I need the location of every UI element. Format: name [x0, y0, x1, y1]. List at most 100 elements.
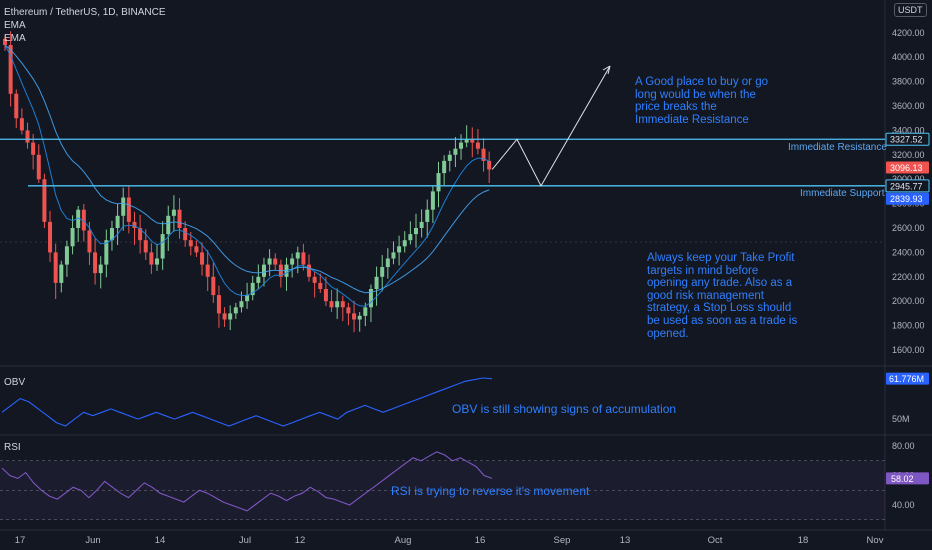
y-tick-label: 2200.00 [892, 272, 925, 282]
candle-body [475, 142, 480, 149]
obv-pane-title[interactable]: OBV [4, 377, 26, 388]
candle-body [104, 240, 109, 265]
candle-body [346, 307, 351, 314]
buy-annotation: A Good place to buy or go long would be … [635, 76, 768, 126]
rsi-value-box [886, 472, 929, 485]
candle-body [273, 258, 278, 265]
y-tick-label: 3000.00 [892, 174, 925, 184]
price-label: 2945.77 [890, 181, 923, 191]
buy-annotation-line: long would be when the [635, 88, 756, 101]
ema-legend-1[interactable]: EMA [4, 20, 26, 31]
obv-value-label: 61.776M [889, 374, 924, 384]
candle-body [216, 295, 221, 314]
candle-body [318, 282, 323, 289]
candle-body [138, 228, 143, 241]
candle-body [188, 240, 193, 247]
x-tick-label: Sep [554, 535, 571, 546]
candle-body [228, 313, 233, 320]
obv-y-tick: 50M [892, 414, 910, 424]
y-tick-label: 3600.00 [892, 101, 925, 111]
candle-body [109, 228, 114, 241]
y-tick-label: 2400.00 [892, 247, 925, 257]
candle-body [200, 252, 205, 265]
tp-annotation-line: targets in mind before [647, 264, 759, 277]
candle-body [115, 215, 120, 228]
y-tick-label: 2000.00 [892, 296, 925, 306]
candle-body [363, 307, 368, 316]
obv-value-box [886, 372, 929, 385]
buy-annotation-line: A Good place to buy or go [635, 76, 768, 88]
obv-line [1, 377, 493, 427]
tp-annotation-line: good risk management [647, 289, 764, 302]
ema-legend-2[interactable]: EMA [4, 33, 26, 44]
tp-annotation-line: opened. [647, 327, 689, 340]
candle-body [368, 289, 373, 308]
x-tick-label: Jun [85, 535, 100, 546]
candle-body [487, 160, 492, 170]
price-label-box [886, 161, 929, 174]
x-tick-label: Aug [395, 535, 412, 546]
candle-body [53, 252, 58, 283]
candle-body [42, 179, 47, 222]
candle-body [59, 264, 64, 283]
tp-annotation-line: strategy, a Stop Loss should [647, 302, 792, 315]
candle-body [352, 313, 357, 320]
candle-body [132, 221, 137, 228]
x-tick-label: 13 [620, 535, 631, 546]
y-tick-label: 1600.00 [892, 345, 925, 355]
rsi-value-label: 58.02 [891, 474, 914, 484]
price-label-box [885, 179, 930, 193]
y-tick-label: 4200.00 [892, 28, 925, 38]
candle-body [149, 252, 154, 265]
price-label: 3327.52 [890, 135, 923, 145]
candle-body [19, 118, 24, 131]
candle-body [64, 246, 69, 265]
ema-line-1 [4, 44, 490, 307]
candle-body [126, 197, 131, 222]
candle-body [436, 173, 441, 192]
candle-body [183, 228, 188, 241]
support-label: Immediate Support [800, 188, 885, 199]
rsi-y-tick: 80.00 [892, 441, 915, 451]
x-tick-label: 16 [475, 535, 486, 546]
candle-body [250, 282, 255, 296]
y-tick-label: 3200.00 [892, 150, 925, 160]
y-tick-label: 3800.00 [892, 77, 925, 87]
candle-body [267, 258, 272, 265]
candle-body [459, 142, 464, 149]
candle-body [295, 252, 300, 259]
y-tick-label: 4000.00 [892, 52, 925, 62]
candle-body [160, 234, 165, 259]
candle-body [380, 267, 385, 277]
x-tick-label: 12 [295, 535, 306, 546]
x-tick-label: Nov [867, 535, 884, 546]
candle-body [323, 289, 328, 302]
rsi-pane-title[interactable]: RSI [4, 442, 21, 453]
candle-body [81, 209, 86, 231]
candle-body [312, 276, 317, 283]
price-label: 3096.13 [890, 163, 923, 173]
candle-body [453, 148, 458, 155]
x-tick-label: 17 [15, 535, 26, 546]
candle-body [233, 307, 238, 314]
buy-annotation-line: Immediate Resistance [635, 113, 749, 126]
currency-button[interactable]: USDT [894, 3, 927, 17]
candle-body [171, 209, 176, 216]
candle-body [14, 93, 19, 119]
y-tick-label: 1800.00 [892, 321, 925, 331]
candle-body [402, 240, 407, 247]
candle-body [8, 45, 13, 94]
x-tick-label: Jul [239, 535, 251, 546]
candle-body [194, 246, 199, 253]
candle-body [177, 209, 182, 228]
candle-body [25, 130, 30, 143]
candle-body [425, 209, 430, 222]
chart-title: Ethereum / TetherUS, 1D, BINANCE [4, 7, 166, 18]
candle-body [76, 209, 81, 228]
candle-body [31, 142, 36, 155]
projection-path [491, 65, 611, 187]
candle-body [211, 276, 216, 296]
candle-body [36, 154, 41, 180]
candle-body [340, 301, 345, 308]
